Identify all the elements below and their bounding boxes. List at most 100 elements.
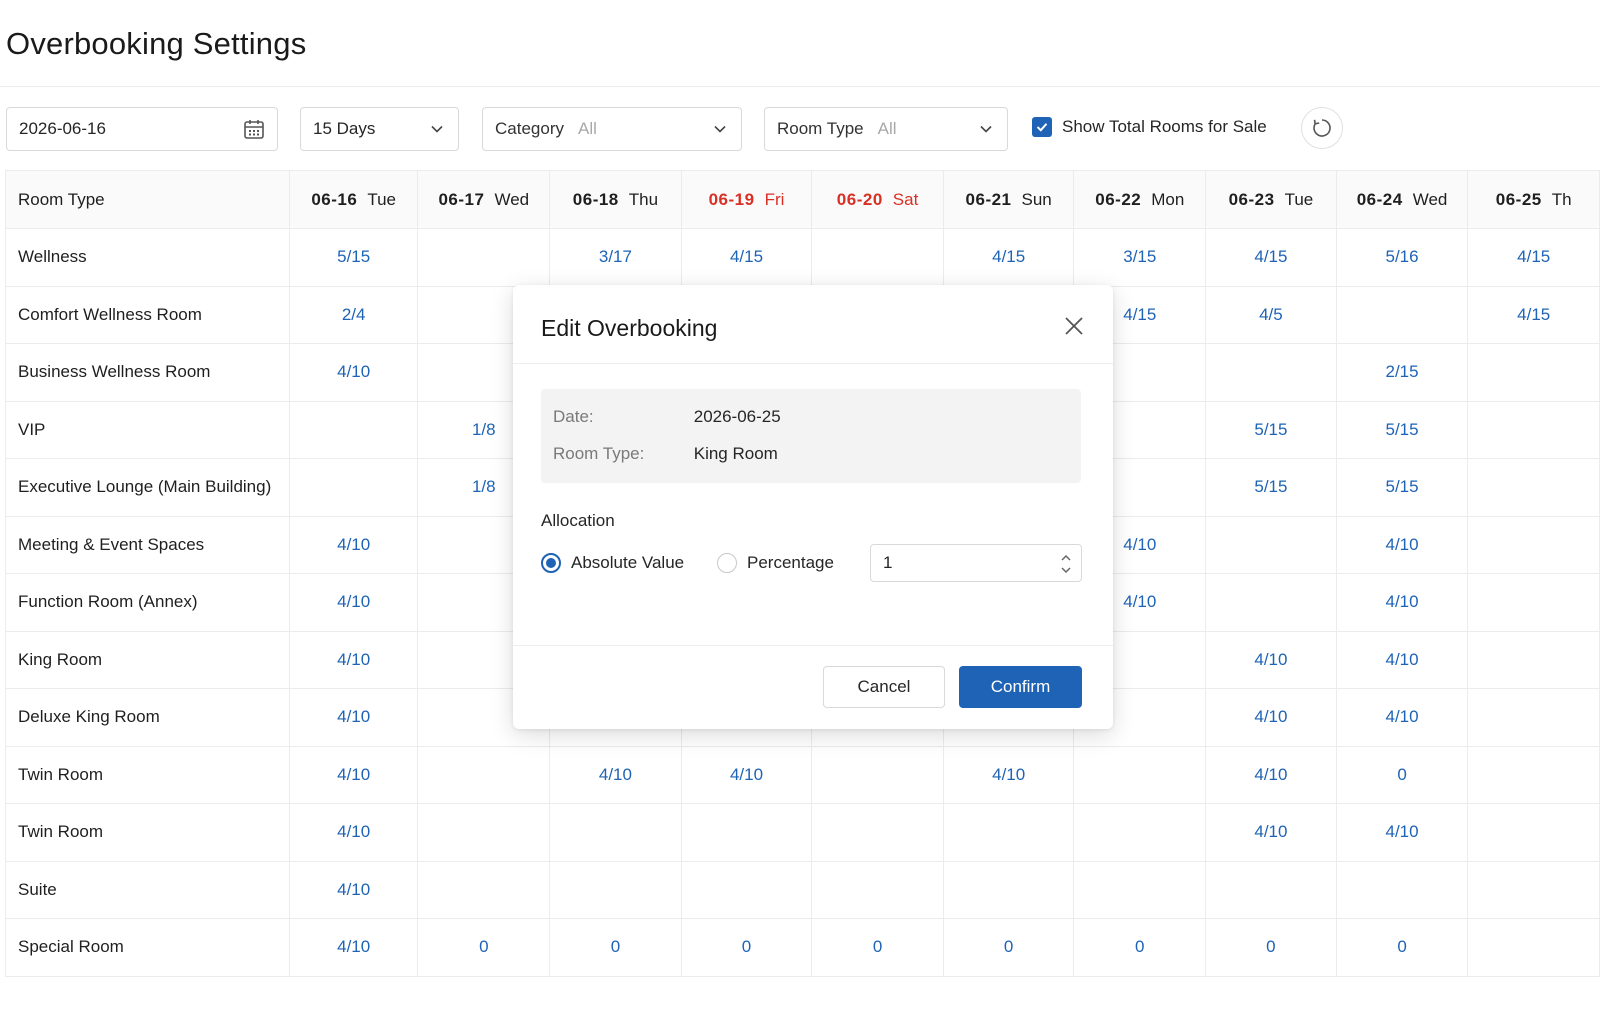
overbooking-cell[interactable]: 4/10 (288, 515, 419, 574)
overbooking-cell[interactable] (680, 803, 813, 862)
overbooking-cell[interactable]: 0 (1335, 918, 1469, 977)
overbooking-cell[interactable]: 5/15 (1205, 400, 1337, 459)
overbooking-cell[interactable]: 4/10 (1335, 573, 1469, 632)
overbooking-cell[interactable]: 4/10 (288, 918, 419, 977)
radio-percentage[interactable]: Percentage (717, 553, 834, 573)
overbooking-cell[interactable]: 5/15 (1335, 458, 1469, 517)
overbooking-cell[interactable]: 4/5 (1205, 285, 1337, 344)
overbooking-cell[interactable] (417, 860, 551, 919)
overbooking-cell[interactable]: 4/15 (942, 228, 1075, 287)
overbooking-cell[interactable] (1205, 343, 1337, 402)
overbooking-cell[interactable]: 0 (417, 918, 551, 977)
overbooking-cell[interactable]: 2/15 (1335, 343, 1469, 402)
overbooking-cell[interactable]: 4/10 (288, 343, 419, 402)
overbooking-cell[interactable]: 5/15 (288, 228, 419, 287)
overbooking-cell[interactable]: 4/10 (1335, 688, 1469, 747)
radio-percentage-dot[interactable] (717, 553, 737, 573)
calendar-icon[interactable] (243, 118, 265, 140)
overbooking-cell[interactable] (1335, 285, 1469, 344)
overbooking-cell[interactable]: 4/15 (1467, 285, 1600, 344)
overbooking-cell[interactable]: 4/10 (288, 803, 419, 862)
overbooking-cell[interactable]: 4/10 (1205, 630, 1337, 689)
overbooking-cell[interactable] (680, 860, 813, 919)
show-total-checkbox[interactable] (1032, 117, 1052, 137)
overbooking-cell[interactable]: 4/10 (288, 573, 419, 632)
confirm-button[interactable]: Confirm (959, 666, 1082, 708)
overbooking-cell[interactable] (1335, 860, 1469, 919)
overbooking-cell[interactable] (288, 400, 419, 459)
overbooking-cell[interactable]: 4/10 (288, 860, 419, 919)
days-select[interactable]: 15 Days (300, 107, 459, 151)
stepper-icon[interactable] (1059, 551, 1073, 577)
overbooking-cell[interactable]: 0 (549, 918, 682, 977)
overbooking-cell[interactable] (549, 803, 682, 862)
overbooking-cell[interactable]: 4/10 (1335, 515, 1469, 574)
overbooking-cell[interactable] (942, 803, 1075, 862)
overbooking-cell[interactable]: 4/10 (680, 745, 813, 804)
overbooking-cell[interactable]: 0 (1335, 745, 1469, 804)
overbooking-cell[interactable] (1467, 860, 1600, 919)
cancel-button[interactable]: Cancel (823, 666, 945, 708)
overbooking-cell[interactable]: 4/15 (1467, 228, 1600, 287)
overbooking-cell[interactable] (1467, 745, 1600, 804)
overbooking-cell[interactable] (1073, 745, 1207, 804)
overbooking-cell[interactable]: 0 (680, 918, 813, 977)
overbooking-cell[interactable]: 4/10 (1205, 745, 1337, 804)
overbooking-cell[interactable]: 2/4 (288, 285, 419, 344)
overbooking-cell[interactable] (549, 860, 682, 919)
overbooking-cell[interactable]: 3/17 (549, 228, 682, 287)
overbooking-cell[interactable] (1467, 343, 1600, 402)
overbooking-cell[interactable] (811, 803, 944, 862)
overbooking-cell[interactable] (1073, 803, 1207, 862)
overbooking-cell[interactable] (1467, 573, 1600, 632)
overbooking-cell[interactable] (811, 860, 944, 919)
overbooking-cell[interactable]: 0 (1073, 918, 1207, 977)
overbooking-cell[interactable]: 4/15 (1205, 228, 1337, 287)
overbooking-cell[interactable]: 4/10 (942, 745, 1075, 804)
overbooking-cell[interactable] (1073, 860, 1207, 919)
overbooking-cell[interactable]: 4/10 (1335, 803, 1469, 862)
overbooking-cell[interactable] (417, 228, 551, 287)
date-picker[interactable]: 2026-06-16 (6, 107, 278, 151)
refresh-button[interactable] (1301, 107, 1343, 149)
overbooking-cell[interactable] (1467, 400, 1600, 459)
room-type-name: Twin Room (5, 803, 290, 862)
overbooking-cell[interactable] (1205, 860, 1337, 919)
overbooking-cell[interactable] (1467, 803, 1600, 862)
category-select[interactable]: Category All (482, 107, 742, 151)
overbooking-cell[interactable] (1467, 918, 1600, 977)
overbooking-cell[interactable] (417, 803, 551, 862)
overbooking-cell[interactable]: 4/10 (288, 688, 419, 747)
overbooking-cell[interactable] (1467, 458, 1600, 517)
overbooking-cell[interactable]: 4/10 (1205, 803, 1337, 862)
radio-absolute-value[interactable]: Absolute Value (541, 553, 684, 573)
radio-absolute-dot[interactable] (541, 553, 561, 573)
overbooking-cell[interactable]: 4/10 (1205, 688, 1337, 747)
overbooking-cell[interactable] (811, 228, 944, 287)
overbooking-cell[interactable]: 0 (1205, 918, 1337, 977)
overbooking-cell[interactable] (1467, 515, 1600, 574)
overbooking-cell[interactable]: 4/10 (288, 630, 419, 689)
overbooking-cell[interactable]: 4/15 (680, 228, 813, 287)
overbooking-cell[interactable]: 0 (942, 918, 1075, 977)
overbooking-cell[interactable] (811, 745, 944, 804)
overbooking-cell[interactable]: 5/15 (1335, 400, 1469, 459)
overbooking-cell[interactable]: 5/15 (1205, 458, 1337, 517)
overbooking-cell[interactable]: 4/10 (288, 745, 419, 804)
overbooking-cell[interactable]: 4/10 (1335, 630, 1469, 689)
overbooking-cell[interactable] (1205, 515, 1337, 574)
close-icon[interactable] (1063, 315, 1085, 337)
overbooking-cell[interactable]: 3/15 (1073, 228, 1207, 287)
overbooking-cell[interactable]: 5/16 (1335, 228, 1469, 287)
room-type-select[interactable]: Room Type All (764, 107, 1008, 151)
overbooking-cell[interactable] (1467, 630, 1600, 689)
overbooking-cell[interactable] (288, 458, 419, 517)
overbooking-cell[interactable] (1205, 573, 1337, 632)
overbooking-cell[interactable] (1467, 688, 1600, 747)
overbooking-cell[interactable]: 4/10 (549, 745, 682, 804)
overbooking-cell[interactable] (942, 860, 1075, 919)
allocation-value-input[interactable]: 1 (870, 544, 1082, 582)
overbooking-cell[interactable]: 0 (811, 918, 944, 977)
show-total-toggle[interactable]: Show Total Rooms for Sale (1032, 117, 1267, 137)
overbooking-cell[interactable] (417, 745, 551, 804)
